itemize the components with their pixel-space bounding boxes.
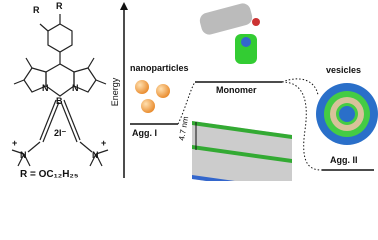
- atom: N: [92, 150, 99, 160]
- atom: B: [56, 96, 63, 106]
- vesicle: [316, 83, 378, 145]
- atom: N: [42, 83, 49, 93]
- label: vesicles: [326, 65, 361, 75]
- atom: N: [72, 83, 79, 93]
- label: nanoparticles: [130, 63, 189, 73]
- charge: +: [101, 138, 106, 148]
- label: Monomer: [216, 85, 257, 95]
- molecule: R R N B N 2I⁻ + + N N R = OC₁₂H₂₅: [11, 1, 109, 180]
- connector: [281, 78, 319, 96]
- particle: [141, 99, 155, 113]
- substituent: R: [56, 1, 63, 11]
- counterion: 2I⁻: [54, 128, 67, 138]
- axis-arrow: [120, 2, 128, 10]
- formula: R = OC₁₂H₂₅: [20, 169, 79, 180]
- monomer-model: [199, 3, 260, 64]
- atom: N: [20, 150, 27, 160]
- particle: [135, 80, 149, 94]
- charge: +: [12, 138, 17, 148]
- graphic-abstract: R R N B N 2I⁻ + + N N R = OC₁₂H₂₅ Energy…: [11, 1, 378, 181]
- thickness: 4.7 nm: [177, 115, 190, 141]
- particle: [156, 84, 170, 98]
- connector: [177, 81, 196, 125]
- label: Agg. I: [132, 128, 157, 138]
- axis-label: Energy: [110, 77, 120, 106]
- substituent: R: [33, 5, 40, 15]
- label: Agg. II: [330, 155, 358, 165]
- bilayer: [192, 120, 292, 181]
- connector: [281, 81, 323, 171]
